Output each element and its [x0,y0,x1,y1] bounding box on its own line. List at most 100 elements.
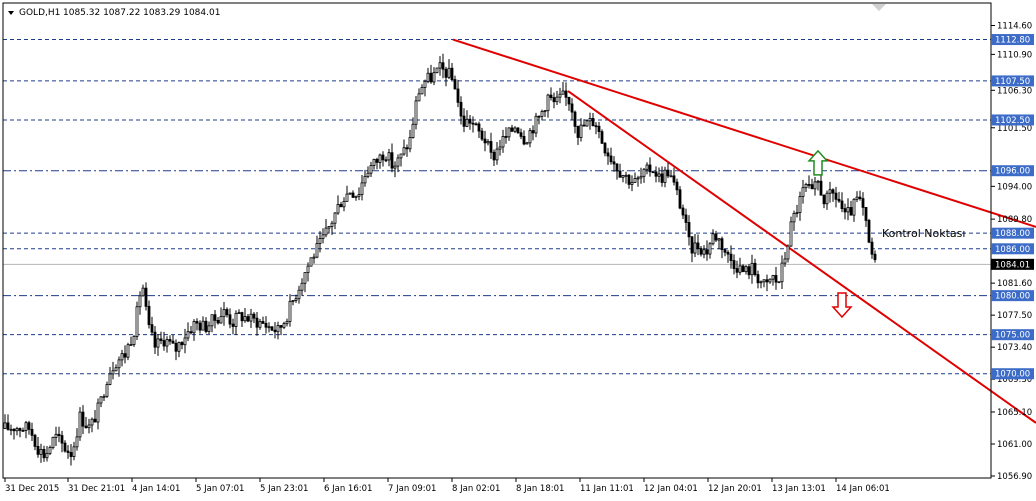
candle[interactable] [363,169,367,187]
candle[interactable] [441,53,445,79]
candle[interactable] [111,361,115,380]
candle[interactable] [711,229,715,246]
candle[interactable] [315,235,319,259]
candle[interactable] [186,322,190,342]
candle[interactable] [726,250,730,263]
candle[interactable] [576,125,580,145]
candle[interactable] [93,409,97,423]
candle[interactable] [462,108,466,133]
candle[interactable] [849,200,853,216]
candle[interactable] [549,87,553,101]
candle[interactable] [378,153,382,169]
candle[interactable] [438,56,442,76]
candle[interactable] [540,109,544,121]
candle[interactable] [99,396,103,408]
candle[interactable] [264,316,268,334]
candle[interactable] [249,308,253,328]
candle[interactable] [744,265,748,275]
candle[interactable] [801,179,805,204]
candle[interactable] [480,127,484,141]
candle[interactable] [819,173,823,196]
candle[interactable] [564,82,568,107]
candle[interactable] [555,90,559,105]
candle[interactable] [786,244,790,263]
candle[interactable] [657,167,661,183]
candle[interactable] [648,157,652,177]
candle[interactable] [213,309,217,329]
candle[interactable] [732,254,736,275]
candle[interactable] [267,322,271,333]
candle[interactable] [759,280,763,289]
candle[interactable] [321,228,325,244]
candle[interactable] [387,148,391,167]
candle[interactable] [828,181,832,203]
candle[interactable] [195,318,199,331]
candle[interactable] [360,175,364,201]
candle[interactable] [684,208,688,231]
candle[interactable] [531,125,535,141]
candle[interactable] [456,79,460,108]
candle[interactable] [369,161,373,178]
candle[interactable] [282,321,286,330]
candle[interactable] [348,192,352,195]
candle[interactable] [306,262,310,282]
candle[interactable] [123,345,127,364]
candle[interactable] [675,178,679,196]
candle[interactable] [396,154,400,173]
candle[interactable] [36,437,40,458]
candle[interactable] [489,132,493,159]
candle[interactable] [279,325,283,336]
candle[interactable] [681,204,685,219]
candle[interactable] [381,151,385,167]
candle[interactable] [216,317,220,325]
candle[interactable] [75,428,79,451]
candle[interactable] [798,191,802,221]
candle[interactable] [468,114,472,130]
candle[interactable] [342,197,346,212]
candle[interactable] [762,279,766,288]
candle[interactable] [132,335,136,347]
candle[interactable] [714,230,718,242]
candle[interactable] [630,175,634,192]
candle[interactable] [558,87,562,104]
candle[interactable] [447,59,451,79]
candle[interactable] [723,248,727,257]
candle[interactable] [204,317,208,334]
candle[interactable] [189,325,193,335]
candle[interactable] [159,331,163,345]
candle[interactable] [339,201,343,208]
candle[interactable] [504,127,508,144]
candle[interactable] [522,130,526,146]
candle[interactable] [633,172,637,183]
candle[interactable] [180,341,184,350]
candle[interactable] [399,153,403,167]
candle[interactable] [720,236,724,259]
candle[interactable] [753,258,757,277]
candle[interactable] [735,260,739,279]
candle[interactable] [135,301,139,341]
candle[interactable] [390,143,394,173]
candle[interactable] [498,139,502,156]
candle[interactable] [492,149,496,167]
candle[interactable] [552,92,556,109]
candle[interactable] [309,257,313,267]
candle[interactable] [561,82,565,95]
candle[interactable] [873,250,877,263]
candle[interactable] [768,278,772,284]
candle[interactable] [105,381,109,399]
candle[interactable] [477,121,481,139]
candle[interactable] [585,119,589,127]
candle[interactable] [411,117,415,139]
candle[interactable] [837,191,841,203]
candle[interactable] [831,188,835,202]
candle[interactable] [303,272,307,293]
candle[interactable] [642,168,646,183]
candle[interactable] [273,322,277,339]
candle[interactable] [516,127,520,134]
candle[interactable] [750,254,754,284]
candle[interactable] [660,166,664,187]
candle[interactable] [3,414,7,430]
candle[interactable] [24,420,28,439]
candle[interactable] [453,75,457,90]
candle[interactable] [846,198,850,221]
